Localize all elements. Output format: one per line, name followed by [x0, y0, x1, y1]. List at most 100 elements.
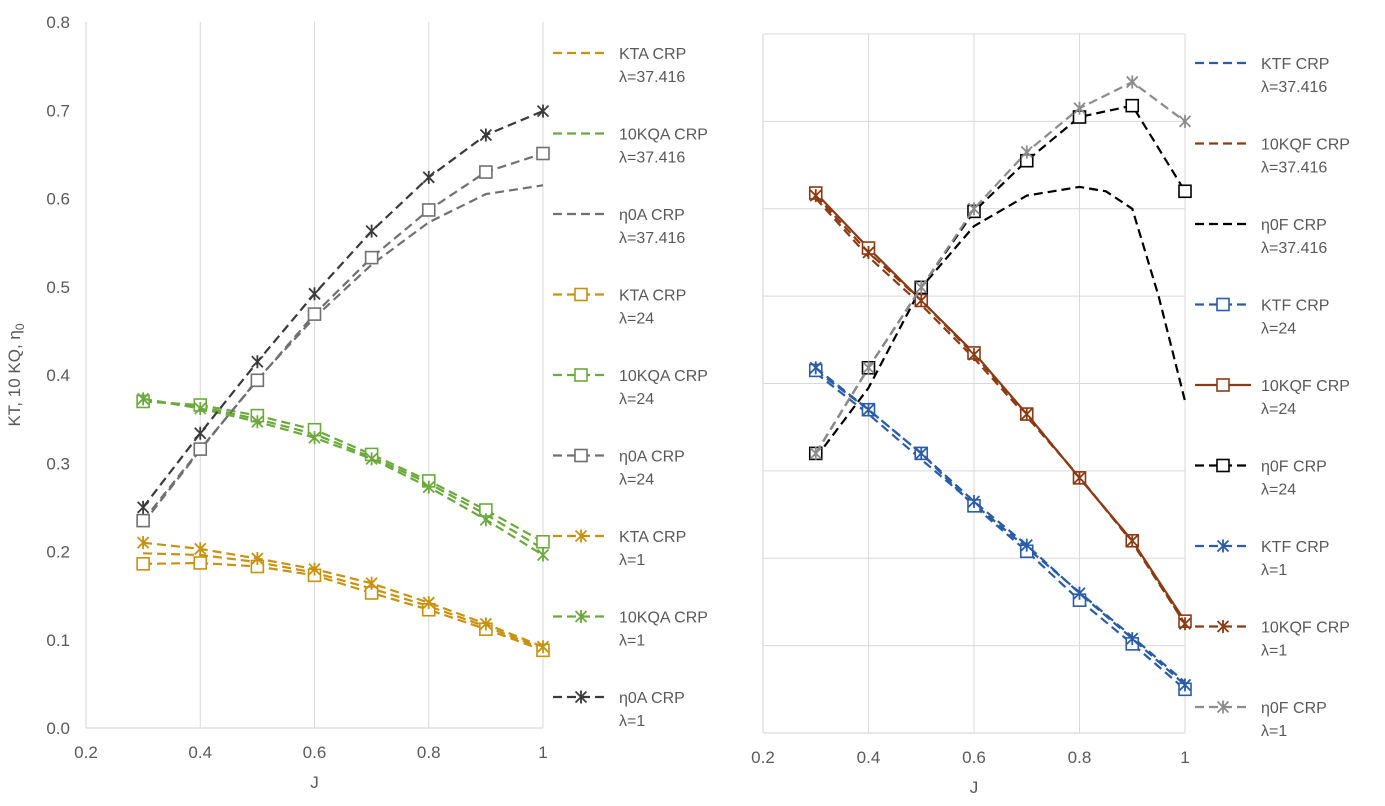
x-tick-label: 0.8	[1068, 748, 1092, 767]
data-point	[915, 280, 928, 294]
data-point	[536, 104, 550, 118]
data-point	[1073, 101, 1086, 115]
data-point	[1178, 184, 1192, 199]
data-point	[862, 245, 875, 259]
data-point	[809, 361, 822, 375]
series-line	[143, 561, 544, 652]
data-point	[967, 202, 981, 216]
y-tick-label: 0.8	[46, 13, 70, 32]
legend-label: 10KQA CRP	[619, 368, 708, 385]
legend-item: 10KQA CRP λ=24	[553, 368, 708, 408]
data-point	[1020, 407, 1033, 421]
data-point	[422, 480, 435, 494]
data-point	[422, 170, 435, 184]
series-line	[815, 366, 1186, 686]
legend-sublabel: λ=37.416	[1261, 240, 1327, 257]
legend-swatch-marker	[574, 368, 588, 382]
legend-item: KTF CRP λ=1	[1195, 539, 1329, 579]
series-line	[143, 552, 544, 650]
legend-item: KTF CRP λ=24	[1195, 298, 1329, 338]
data-point	[308, 431, 321, 445]
legend-sublabel: λ=37.416	[1261, 79, 1327, 96]
legend-label: η0F CRP	[1261, 459, 1327, 476]
legend-swatch-marker	[574, 610, 588, 623]
data-point	[479, 128, 493, 142]
legend-item: 10KQA CRP λ=37.416	[553, 127, 708, 167]
legend-label: 10KQF CRP	[1261, 378, 1350, 395]
data-point	[193, 556, 208, 570]
legend-label: KTA CRP	[619, 46, 686, 63]
series-line	[814, 194, 1186, 625]
y-tick-label: 0.4	[46, 366, 70, 385]
series-line	[142, 398, 544, 550]
legend-label: KTF CRP	[1261, 56, 1329, 73]
legend-label: KTA CRP	[619, 529, 686, 546]
data-point	[479, 165, 493, 179]
legend-label: 10KQA CRP	[619, 610, 708, 627]
series-line	[814, 104, 1186, 454]
y-tick-label: 0.7	[46, 101, 70, 120]
series-9	[136, 104, 550, 514]
data-point	[136, 557, 150, 571]
legend-swatch-marker	[1216, 297, 1230, 312]
y-tick-label: 0.3	[46, 454, 70, 473]
series-line	[143, 400, 544, 543]
legend-item: η0A CRP λ=24	[553, 449, 685, 489]
legend-label: KTF CRP	[1261, 298, 1329, 315]
x-axis-title: J	[970, 778, 979, 797]
data-point	[862, 361, 875, 375]
data-point	[251, 415, 264, 429]
series-6	[136, 146, 550, 528]
series-line	[814, 80, 1186, 454]
series-8	[809, 189, 1192, 631]
legend-swatch-marker	[574, 287, 588, 302]
legend-swatch-marker	[1216, 539, 1230, 553]
x-tick-label: 0.6	[303, 743, 327, 762]
data-point	[1126, 632, 1139, 646]
data-point	[915, 446, 928, 460]
legend-item: η0A CRP λ=1	[553, 690, 685, 730]
data-point	[136, 536, 150, 550]
data-point	[1125, 98, 1140, 113]
x-tick-label: 0.2	[74, 743, 98, 762]
data-point	[809, 446, 822, 460]
legend-item: 10KQF CRP λ=1	[1195, 620, 1350, 660]
legend-swatch-marker	[1216, 620, 1230, 633]
y-axis-title: KT, 10 KQ, η0	[5, 323, 27, 426]
legend-item: η0F CRP λ=37.416	[1195, 217, 1327, 257]
x-tick-label: 0.2	[751, 748, 775, 767]
y-tick-label: 0.0	[46, 719, 70, 738]
data-point	[136, 392, 150, 406]
data-point	[194, 402, 207, 416]
data-point	[1126, 534, 1139, 548]
legend-item: 10KQF CRP λ=24	[1195, 378, 1350, 418]
data-point	[194, 426, 207, 440]
y-axis-title-subscript: 0	[13, 323, 27, 330]
legend-sublabel: λ=24	[1261, 401, 1296, 418]
data-point	[1178, 678, 1192, 692]
data-point	[136, 513, 150, 528]
x-axis-title: J	[310, 773, 319, 792]
legend-item: KTA CRP λ=1	[553, 529, 686, 569]
data-point	[536, 640, 550, 654]
x-tick-label: 0.6	[962, 748, 986, 767]
legend-sublabel: λ=24	[619, 472, 654, 489]
series-7	[136, 536, 550, 654]
data-point	[1126, 75, 1139, 89]
y-tick-label: 0.1	[46, 631, 70, 650]
data-point	[1073, 471, 1086, 485]
series-9	[809, 75, 1192, 460]
data-point	[967, 348, 981, 362]
data-point	[479, 617, 493, 631]
data-point	[536, 548, 550, 562]
series-5	[136, 394, 550, 549]
legend-label: 10KQF CRP	[1261, 620, 1350, 637]
chart-2: 0.2 0.4 0.6 0.8 1 J KTF CRP λ=37.416 10KQF CRP λ=…	[751, 33, 1350, 797]
legend-swatch-marker	[1216, 700, 1230, 714]
data-point	[136, 500, 150, 514]
legend-label: KTA CRP	[619, 288, 686, 305]
legend-sublabel: λ=1	[1261, 643, 1287, 660]
x-tick-label: 1	[538, 743, 547, 762]
